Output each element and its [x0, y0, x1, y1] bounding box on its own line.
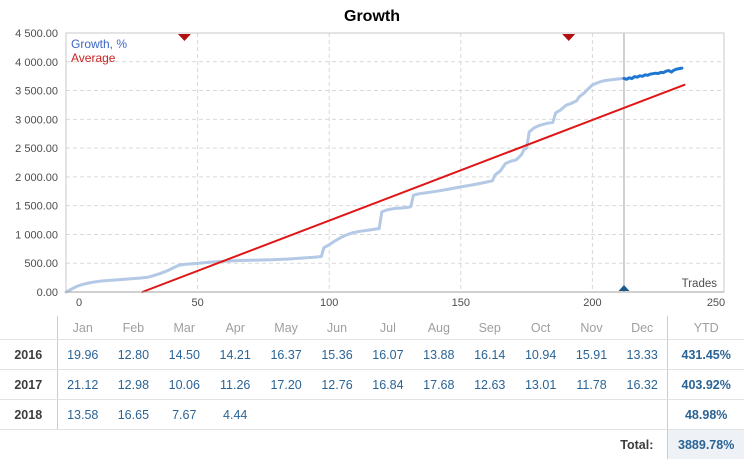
- deposit-withdrawal-marker-icon[interactable]: [177, 34, 191, 41]
- axis-labels: 0.00 500.00 1 000.00 1 500.00 2 000.00 2 500.…: [15, 28, 725, 309]
- monthly-growth-value: 11.78: [566, 369, 617, 400]
- monthly-growth-value: [362, 399, 414, 430]
- deposit-withdrawal-marker-icon[interactable]: [562, 34, 576, 41]
- monthly-growth-value: [260, 399, 312, 430]
- monthly-growth-value: 14.50: [158, 339, 210, 370]
- monthly-growth-value: 19.96: [57, 339, 108, 370]
- monthly-growth-value: 10.94: [515, 339, 567, 370]
- table-header-row: Jan Feb Mar Apr May Jun Jul Aug Sep Oct Nov Dec YTD: [0, 316, 744, 340]
- monthly-growth-value: 16.65: [107, 399, 159, 430]
- y-axis-tick-label: 3 500.00: [15, 86, 58, 98]
- table-row: 2016 19.96 12.80 14.50 14.21 16.37 15.36 16.07 1…: [0, 339, 744, 370]
- x-axis-tick-label: 200: [583, 297, 601, 309]
- column-header-month: Jun: [311, 316, 363, 340]
- monthly-growth-value: 12.80: [107, 339, 159, 370]
- monthly-growth-value: [464, 399, 516, 430]
- y-axis-tick-label: 4 000.00: [15, 57, 58, 69]
- growth-chart[interactable]: Growth 0.00 500.00 1 000.00 1 500.00 2 000.0…: [0, 0, 744, 313]
- current-trade-marker-icon[interactable]: [618, 285, 630, 291]
- legend-item: Average: [71, 51, 116, 65]
- column-header-month: Sep: [464, 316, 516, 340]
- row-year-label: 2018: [0, 399, 58, 430]
- chart-gridlines: [66, 33, 724, 292]
- monthly-growth-value: 10.06: [158, 369, 210, 400]
- monthly-growth-value: 13.88: [413, 339, 465, 370]
- x-axis-title: Trades: [682, 278, 718, 290]
- column-header-month: Jul: [362, 316, 414, 340]
- monthly-growth-value: 17.20: [260, 369, 312, 400]
- column-header-month: Aug: [413, 316, 465, 340]
- x-axis-tick-label: 50: [191, 297, 203, 309]
- monthly-growth-value: 12.98: [107, 369, 159, 400]
- table-corner-cell: [0, 316, 58, 340]
- row-year-label: 2017: [0, 369, 58, 400]
- monthly-growth-value: [311, 399, 363, 430]
- monthly-growth-value: 11.26: [209, 369, 261, 400]
- monthly-growth-value: [413, 399, 465, 430]
- table-total-row: Total: 3889.78%: [0, 429, 744, 459]
- monthly-growth-value: 4.44: [209, 399, 261, 430]
- monthly-growth-value: 17.68: [413, 369, 465, 400]
- ytd-value: 48.98%: [667, 399, 744, 430]
- monthly-growth-value: [515, 399, 567, 430]
- series-growth-line: [64, 76, 626, 294]
- column-header-ytd: YTD: [667, 316, 744, 340]
- series-average-line: [141, 83, 686, 293]
- monthly-growth-value: 16.14: [464, 339, 516, 370]
- y-axis-tick-label: 2 000.00: [15, 172, 58, 184]
- monthly-growth-value: [616, 399, 668, 430]
- plot-border: [65, 32, 725, 293]
- monthly-growth-value: 13.33: [616, 339, 668, 370]
- monthly-growth-value: 16.32: [616, 369, 668, 400]
- y-axis-tick-label: 4 500.00: [15, 28, 58, 40]
- column-header-month: Apr: [209, 316, 261, 340]
- column-header-month: May: [260, 316, 312, 340]
- monthly-growth-value: 16.84: [362, 369, 414, 400]
- column-header-month: Dec: [616, 316, 668, 340]
- y-axis-tick-label: 3 000.00: [15, 114, 58, 126]
- table-row: 2018 13.58 16.65 7.67 4.44 48.98%: [0, 399, 744, 430]
- monthly-growth-table: Jan Feb Mar Apr May Jun Jul Aug Sep Oct Nov Dec YTD …: [0, 316, 744, 459]
- y-axis-tick-label: 500.00: [24, 258, 58, 270]
- column-header-month: Nov: [566, 316, 617, 340]
- total-label: Total:: [620, 437, 654, 452]
- y-axis-tick-label: 1 500.00: [15, 201, 58, 213]
- y-axis-tick-label: 1 000.00: [15, 229, 58, 241]
- monthly-growth-value: 13.58: [57, 399, 108, 430]
- monthly-growth-value: 14.21: [209, 339, 261, 370]
- x-axis-tick-label: 250: [707, 297, 725, 309]
- x-axis-tick-label: 150: [452, 297, 470, 309]
- monthly-growth-value: 7.67: [158, 399, 210, 430]
- x-axis-tick-label: 100: [320, 297, 338, 309]
- column-header-month: Oct: [515, 316, 567, 340]
- monthly-growth-value: 13.01: [515, 369, 567, 400]
- monthly-growth-value: 15.91: [566, 339, 617, 370]
- chart-legend: Growth, %Average: [71, 37, 127, 65]
- table-row: 2017 21.12 12.98 10.06 11.26 17.20 12.76 16.84 1…: [0, 369, 744, 400]
- chart-title: Growth: [344, 8, 400, 25]
- column-header-month: Mar: [158, 316, 210, 340]
- series-growth-line-current: [622, 66, 684, 81]
- legend-item: Growth, %: [71, 37, 127, 51]
- column-header-month: Jan: [57, 316, 108, 340]
- y-axis-tick-label: 2 500.00: [15, 143, 58, 155]
- monthly-growth-value: 12.63: [464, 369, 516, 400]
- chart-series: [64, 66, 686, 294]
- total-value: 3889.78%: [667, 429, 744, 459]
- x-axis-tick-label: 0: [76, 297, 82, 309]
- monthly-growth-value: 15.36: [311, 339, 363, 370]
- monthly-growth-value: [566, 399, 617, 430]
- monthly-growth-value: 16.37: [260, 339, 312, 370]
- monthly-growth-value: 12.76: [311, 369, 363, 400]
- monthly-growth-value: 16.07: [362, 339, 414, 370]
- column-header-month: Feb: [107, 316, 159, 340]
- row-year-label: 2016: [0, 339, 58, 370]
- ytd-value: 403.92%: [667, 369, 744, 400]
- y-axis-tick-label: 0.00: [37, 287, 58, 299]
- monthly-growth-value: 21.12: [57, 369, 108, 400]
- chart-markers: [177, 34, 630, 291]
- ytd-value: 431.45%: [667, 339, 744, 370]
